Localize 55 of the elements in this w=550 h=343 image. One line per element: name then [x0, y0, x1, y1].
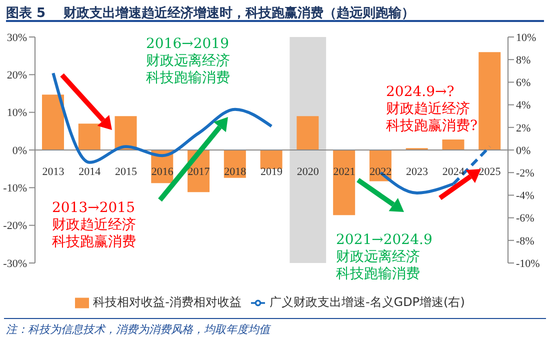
- annotation: 2013→2015: [52, 200, 135, 217]
- y2-tick-label: 8%: [516, 54, 531, 67]
- y2-tick-label: 6%: [516, 77, 531, 90]
- y-tick-label: 30%: [6, 32, 27, 44]
- y2-tick-label: -6%: [516, 212, 534, 225]
- annotation: 2021→2024.9: [336, 232, 432, 249]
- y2-tick-label: -10%: [516, 258, 540, 270]
- annotation: 财政远离经济: [336, 249, 420, 266]
- y-tick-label: 20%: [6, 70, 27, 82]
- y-tick-label: -10%: [3, 182, 27, 195]
- x-tick-label: 2015: [114, 166, 138, 178]
- x-tick-label: 2014: [78, 166, 102, 178]
- x-tick-label: 2016: [151, 166, 174, 178]
- y2-tick-label: 10%: [516, 32, 536, 44]
- y-tick-label: 0%: [12, 144, 27, 157]
- bar: [478, 52, 501, 150]
- chart-title: 图表 5 财政支出增速趋近经济增速时，科技跑赢消费（趋远则跑输）: [6, 4, 415, 22]
- x-tick-label: 2018: [224, 166, 247, 178]
- text: 注：科技为信息技术，消费为消费风格，均取年度均值: [6, 322, 270, 337]
- x-tick-label: 2021: [333, 166, 356, 178]
- bar: [260, 150, 282, 169]
- x-tick-label: 2023: [406, 166, 429, 178]
- y-tick-label: -30%: [3, 258, 27, 270]
- annotation: 科技跑赢消费?: [386, 118, 478, 135]
- x-tick-label: 2022: [370, 166, 392, 178]
- y2-tick-label: -8%: [516, 235, 534, 248]
- x-tick-label: 2020: [296, 166, 320, 178]
- y2-tick-label: -2%: [516, 168, 534, 180]
- bar: [296, 116, 319, 150]
- annotation: 科技跑输消费: [146, 70, 230, 87]
- annotation: 财政趋近经济: [52, 217, 136, 234]
- y2-tick-label: 4%: [516, 100, 531, 112]
- x-tick-label: 2024: [442, 166, 465, 178]
- legend-label: 广义财政支出增速-名义GDP增速(右): [269, 295, 465, 309]
- x-tick-label: 2013: [42, 166, 65, 178]
- annotation: 2024.9→?: [386, 84, 454, 101]
- bar: [78, 124, 100, 150]
- bar: [114, 116, 137, 150]
- annotation: 科技跑赢消费: [52, 234, 136, 251]
- bar: [442, 139, 464, 150]
- legend-label: 科技相对收益-消费相对收益: [93, 295, 242, 309]
- text: 科技跑输消费: [336, 266, 420, 283]
- y-tick-label: -20%: [3, 220, 27, 232]
- bar: [42, 94, 64, 150]
- x-tick-label: 2019: [260, 166, 283, 178]
- y2-tick-label: 0%: [516, 144, 531, 157]
- x-tick-label: 2025: [478, 166, 502, 178]
- x-tick-label: 2017: [188, 166, 210, 178]
- y2-tick-label: -4%: [516, 190, 534, 202]
- y-tick-label: 10%: [6, 107, 27, 120]
- annotation: 2016→2019: [146, 36, 229, 53]
- y2-tick-label: 2%: [516, 122, 531, 134]
- annotation: 财政远离经济: [146, 53, 230, 70]
- annotation: 财政趋近经济: [386, 101, 470, 118]
- bar: [333, 150, 356, 216]
